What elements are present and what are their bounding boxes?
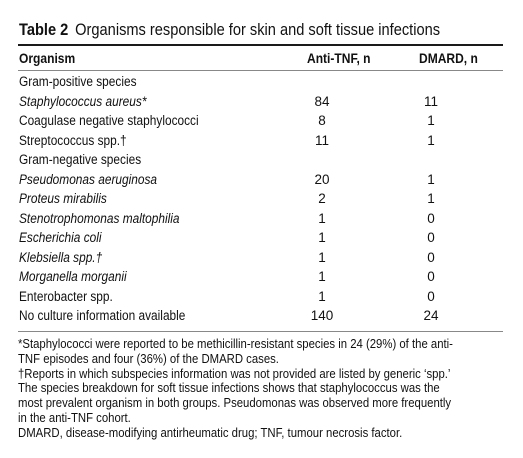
- table-row: Pseudomonas aeruginosa 20 1: [0, 170, 523, 190]
- cell-anti-tnf: 1: [318, 230, 326, 245]
- table-row: Klebsiella spp.† 1 0: [0, 248, 523, 268]
- table-body: Gram-positive species Staphylococcus aure…: [0, 72, 523, 326]
- table-row: Escherichia coli 1 0: [0, 228, 523, 248]
- table-row: Streptococcus spp.† 11 1: [0, 131, 523, 151]
- cell-anti-tnf: 1: [318, 210, 326, 226]
- cell-organism: Enterobacter spp.: [19, 288, 113, 304]
- footnote-spp-line-2: The species breakdown for soft tissue in…: [18, 380, 440, 396]
- table-label: Table 2: [19, 20, 69, 39]
- table-row: Coagulase negative staphylococci 8 1: [0, 111, 523, 131]
- footnotes: *Staphylococci were reported to be methi…: [18, 336, 500, 441]
- cell-anti-tnf: 20: [314, 171, 330, 187]
- cell-anti-tnf: 84: [314, 93, 330, 109]
- table-row: Staphylococcus aureus* 84 11: [0, 92, 523, 112]
- footnote-spp-line-4: in the anti-TNF cohort.: [18, 409, 131, 425]
- footnote-spp-line-3: most prevalent organism in both groups. …: [18, 395, 452, 411]
- cell-organism: No culture information available: [19, 308, 186, 323]
- cell-organism: Morganella morganii: [19, 269, 127, 284]
- cell-anti-tnf: 2: [318, 191, 326, 206]
- cell-dmard: 0: [427, 210, 435, 226]
- cell-dmard: 1: [427, 113, 435, 128]
- cell-organism: Gram-positive species: [19, 74, 137, 89]
- cell-anti-tnf: 11: [314, 132, 329, 148]
- cell-organism: Staphylococcus aureus*: [19, 93, 147, 109]
- top-rule: [18, 44, 503, 46]
- header-organism: Organism: [19, 50, 76, 66]
- cell-organism: Coagulase negative staphylococci: [19, 113, 199, 128]
- cell-anti-tnf: 1: [318, 249, 326, 265]
- bottom-rule: [18, 331, 503, 332]
- table-row: No culture information available 140 24: [0, 306, 523, 326]
- header-rule: [18, 70, 503, 71]
- cell-organism: Klebsiella spp.†: [19, 249, 103, 265]
- cell-dmard: 0: [427, 288, 435, 304]
- cell-anti-tnf: 1: [318, 269, 326, 284]
- cell-dmard: 24: [423, 308, 439, 323]
- cell-organism: Gram-negative species: [19, 152, 142, 167]
- cell-dmard: 0: [427, 249, 435, 265]
- cell-dmard: 1: [427, 191, 435, 206]
- cell-organism: Escherichia coli: [19, 230, 102, 245]
- cell-anti-tnf: 1: [318, 288, 326, 304]
- cell-organism: Pseudomonas aeruginosa: [19, 171, 158, 187]
- footnote-staph-line-2: TNF episodes and four (36%) of the DMARD…: [18, 350, 279, 366]
- cell-organism: Streptococcus spp.†: [19, 132, 127, 148]
- table-row: Gram-negative species: [0, 150, 523, 170]
- cell-dmard: 1: [427, 132, 435, 148]
- footnote-spp-line-1: †Reports in which subspecies information…: [18, 365, 451, 381]
- table-row: Proteus mirabilis 2 1: [0, 189, 523, 209]
- table-row: Morganella morganii 1 0: [0, 267, 523, 287]
- header-anti-tnf: Anti-TNF, n: [307, 50, 371, 66]
- table-row: Enterobacter spp. 1 0: [0, 287, 523, 307]
- header-dmard: DMARD, n: [419, 50, 478, 66]
- cell-dmard: 1: [427, 171, 435, 187]
- cell-anti-tnf: 8: [318, 113, 326, 128]
- table-title: Table 2 Organisms responsible for skin an…: [19, 19, 440, 41]
- cell-dmard: 0: [427, 230, 435, 245]
- cell-dmard: 11: [423, 93, 438, 109]
- footnote-staph-line-1: *Staphylococci were reported to be methi…: [18, 336, 453, 351]
- footnote-abbreviations: DMARD, disease-modifying antirheumatic d…: [18, 424, 403, 440]
- cell-dmard: 0: [427, 269, 435, 284]
- table-title-text: Organisms responsible for skin and soft …: [75, 20, 441, 39]
- cell-organism: Stenotrophomonas maltophilia: [19, 210, 180, 226]
- table-row: Gram-positive species: [0, 72, 523, 92]
- table-row: Stenotrophomonas maltophilia 1 0: [0, 209, 523, 229]
- cell-anti-tnf: 140: [310, 308, 334, 323]
- cell-organism: Proteus mirabilis: [19, 191, 107, 206]
